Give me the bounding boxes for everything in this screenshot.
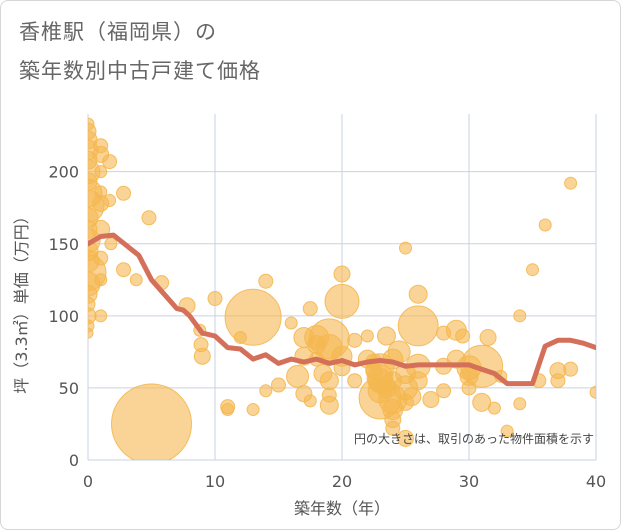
- bubble-30: [102, 154, 118, 170]
- x-axis-title: 築年数（年）: [294, 499, 390, 518]
- bubble-27: [93, 250, 109, 266]
- y-axis-title: 坪（3.3㎡）単価（万円）: [12, 208, 31, 393]
- bubble-83: [376, 326, 396, 346]
- bubble-74: [360, 329, 374, 343]
- bubble-119: [513, 397, 527, 411]
- bubble-47: [224, 288, 282, 346]
- bubble-65: [319, 371, 339, 391]
- bubble-51: [271, 377, 286, 393]
- x-tick-label-2: 20: [332, 472, 352, 491]
- bubble-122: [538, 218, 552, 232]
- x-tick-label-4: 40: [586, 472, 606, 491]
- bubble-105: [436, 383, 452, 399]
- x-tick-label-1: 10: [205, 472, 225, 491]
- bubble-93: [399, 241, 412, 255]
- bubble-102: [422, 390, 440, 408]
- y-tick-label-1: 50: [59, 379, 79, 398]
- bubble-36: [141, 210, 157, 226]
- bubble-114: [479, 328, 497, 346]
- bubble-108: [455, 328, 471, 344]
- bubble-34: [116, 262, 132, 278]
- y-tick-label-0: 0: [69, 451, 79, 470]
- chart-title-line2: 築年数別中古戸建て価格: [19, 59, 261, 83]
- bubble-49: [258, 273, 274, 289]
- bubble-50: [259, 384, 273, 398]
- bubble-35: [129, 273, 143, 287]
- bubble-72: [347, 332, 363, 348]
- bubble-37: [111, 383, 192, 460]
- bubble-126: [563, 361, 579, 377]
- bubble-117: [500, 424, 514, 438]
- bubble-120: [526, 263, 539, 277]
- bubble-33: [116, 185, 132, 201]
- bubble-67: [319, 395, 339, 415]
- bubble-118: [513, 309, 527, 323]
- x-axis-ticks: 0 10 20 30 40: [83, 472, 606, 491]
- bubble-31: [103, 194, 117, 207]
- y-tick-label-3: 150: [48, 235, 79, 254]
- bubble-92: [397, 429, 414, 447]
- bubble-68: [324, 283, 360, 319]
- bubble-29: [94, 309, 108, 323]
- bubble-101: [408, 371, 428, 391]
- bubble-113: [472, 392, 492, 412]
- x-tick-label-0: 0: [83, 472, 93, 491]
- bubble-28: [94, 273, 108, 287]
- bubble-45: [221, 403, 235, 417]
- bubble-23: [94, 165, 108, 179]
- bubble-57: [302, 301, 318, 317]
- bubble-98: [397, 305, 439, 347]
- bubble-97: [402, 387, 422, 407]
- y-tick-label-4: 200: [48, 163, 79, 182]
- bubble-48: [246, 403, 260, 417]
- bubble-127: [589, 385, 596, 399]
- bubble-115: [487, 401, 501, 415]
- x-tick-label-3: 30: [459, 472, 479, 491]
- bubble-58: [303, 394, 317, 408]
- bubble-53: [286, 364, 310, 388]
- bubble-size-note: 円の大きさは、取引のあった物件面積を示す: [354, 431, 594, 446]
- bubble-73: [347, 373, 363, 389]
- bubble-99: [408, 284, 428, 304]
- chart-title-line1: 香椎駅（福岡県）の: [19, 20, 217, 44]
- y-axis-ticks: 0 50 100 150 200: [48, 163, 79, 470]
- bubble-43: [207, 291, 223, 307]
- bubble-20: [88, 327, 94, 339]
- bubble-52: [284, 316, 298, 330]
- bubble-42: [193, 347, 211, 365]
- y-tick-label-2: 100: [48, 307, 79, 326]
- bubble-69: [333, 265, 351, 283]
- trend-line: [88, 232, 596, 387]
- bubble-90: [385, 420, 401, 436]
- bubble-125: [564, 176, 578, 190]
